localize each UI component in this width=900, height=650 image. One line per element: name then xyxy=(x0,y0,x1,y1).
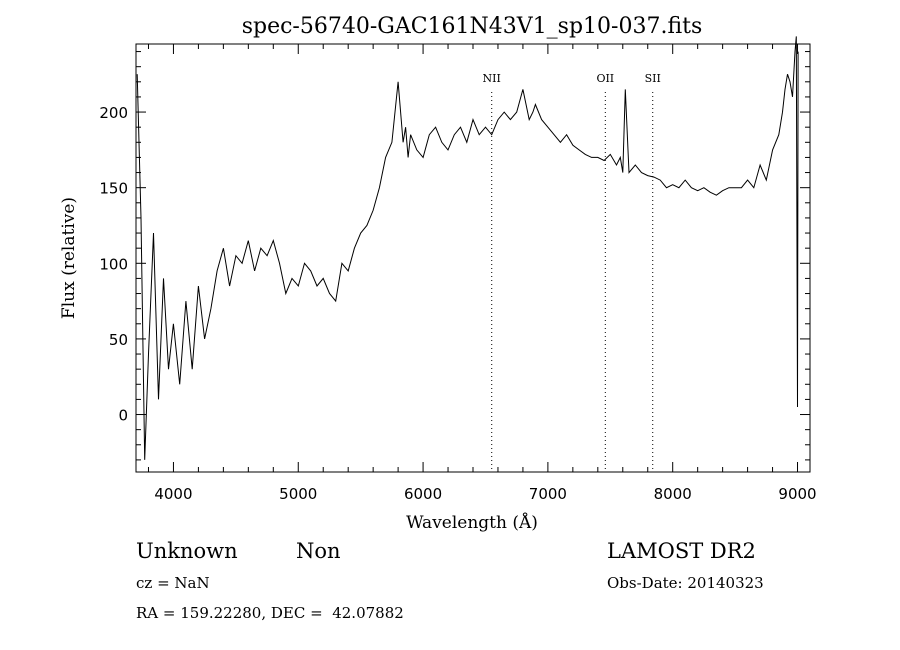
observation-date: Obs-Date: 20140323 xyxy=(607,574,764,592)
y-tick-label: 100 xyxy=(99,255,128,273)
y-tick-label: 50 xyxy=(109,331,128,349)
y-axis-label: Flux (relative) xyxy=(59,197,79,319)
y-axis-ticks: 0 50 100 150 200 xyxy=(99,51,810,461)
plot-frame xyxy=(135,43,811,473)
x-axis-ticks: 4000 5000 6000 7000 8000 9000 xyxy=(147,44,817,503)
y-tick-label: 150 xyxy=(99,180,128,198)
chart-title: spec-56740-GAC161N43V1_sp10-037.fits xyxy=(242,14,703,39)
x-tick-label: 7000 xyxy=(529,485,567,503)
x-tick-label: 6000 xyxy=(404,485,442,503)
y-tick-label: 0 xyxy=(118,407,128,425)
redshift-cz: cz = NaN xyxy=(136,574,210,592)
object-subclass: Non xyxy=(296,539,341,563)
x-tick-label: 4000 xyxy=(154,485,192,503)
x-tick-label: 9000 xyxy=(778,485,816,503)
x-tick-label: 5000 xyxy=(279,485,317,503)
emission-line-label: OII xyxy=(596,72,614,85)
y-tick-label: 200 xyxy=(99,104,128,122)
emission-line-label: SII xyxy=(645,72,661,85)
ra-dec-coordinates: RA = 159.22280, DEC = 42.07882 xyxy=(136,604,404,622)
emission-line-label: NII xyxy=(483,72,501,85)
spectrum-line xyxy=(136,36,799,460)
x-axis-label: Wavelength (Å) xyxy=(406,512,538,533)
object-class: Unknown xyxy=(136,539,238,563)
x-tick-label: 8000 xyxy=(654,485,692,503)
emission-line-markers: NII OII SII xyxy=(483,72,661,472)
survey-name: LAMOST DR2 xyxy=(607,539,756,563)
